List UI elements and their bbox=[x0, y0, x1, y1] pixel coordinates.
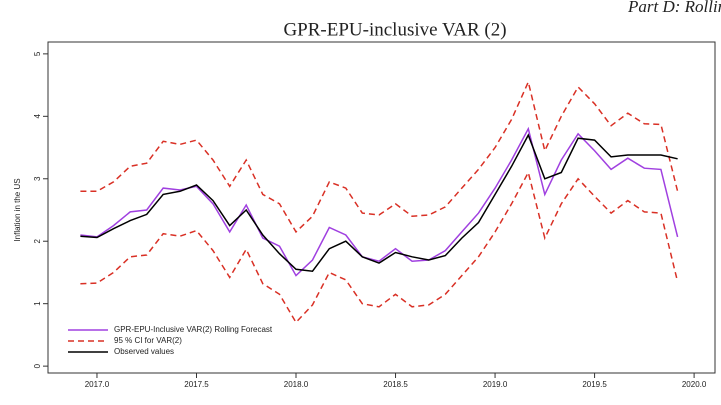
legend-label: 95 % CI for VAR(2) bbox=[114, 336, 182, 345]
x-tick-label: 2020.0 bbox=[682, 380, 707, 389]
legend-label: GPR-EPU-Inclusive VAR(2) Rolling Forecas… bbox=[114, 325, 273, 334]
ci-lower-line bbox=[80, 170, 679, 324]
x-tick-label: 2017.5 bbox=[184, 380, 209, 389]
x-tick-label: 2017.0 bbox=[85, 380, 110, 389]
chart-title: GPR-EPU-inclusive VAR (2) bbox=[283, 19, 506, 40]
y-tick-label: 3 bbox=[33, 176, 42, 181]
x-tick-label: 2019.0 bbox=[483, 380, 508, 389]
x-tick-label: 2018.5 bbox=[383, 380, 408, 389]
x-tick-label: 2019.5 bbox=[582, 380, 607, 389]
y-tick-label: 2 bbox=[33, 238, 42, 243]
ci-upper-line bbox=[80, 79, 679, 234]
series-line bbox=[80, 133, 678, 272]
x-tick-label: 2018.0 bbox=[284, 380, 309, 389]
y-axis-label: Inflation in the US bbox=[13, 178, 22, 241]
y-tick-label: 1 bbox=[33, 301, 42, 306]
y-tick-label: 4 bbox=[33, 114, 42, 119]
legend-label: Observed values bbox=[114, 347, 174, 356]
series-line bbox=[80, 126, 679, 277]
plot-frame bbox=[47, 41, 716, 374]
y-tick-label: 5 bbox=[33, 51, 42, 56]
header-note: Part D: Rolling bbox=[627, 0, 721, 16]
y-tick-label: 0 bbox=[33, 363, 42, 368]
